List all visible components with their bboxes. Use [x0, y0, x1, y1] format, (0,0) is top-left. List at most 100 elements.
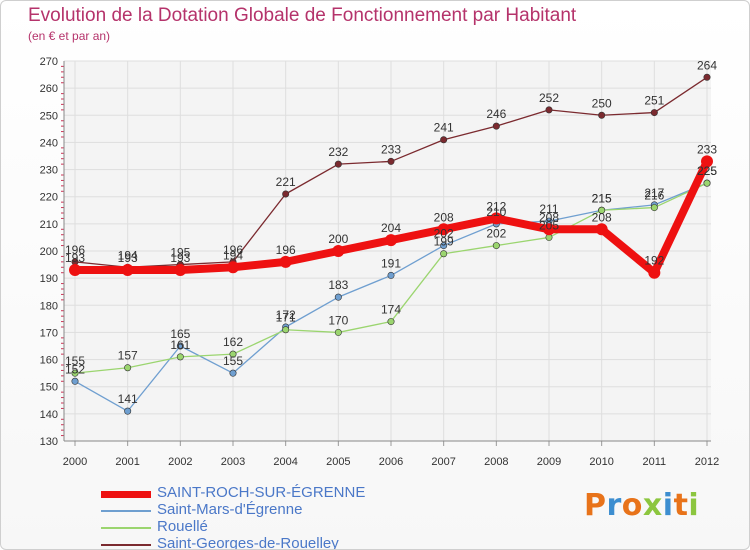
- data-label: 232: [328, 145, 348, 159]
- data-label: 200: [328, 232, 348, 246]
- data-point: [440, 242, 448, 250]
- y-tick-label: 150: [40, 382, 58, 394]
- data-point: [387, 271, 395, 279]
- y-tick-label: 210: [40, 219, 58, 231]
- data-label: 215: [592, 191, 612, 205]
- legend-label: Saint-Mars-d'Égrenne: [157, 501, 303, 518]
- data-point: [174, 264, 187, 276]
- y-tick-label: 250: [40, 110, 58, 122]
- x-tick-label: 2005: [326, 456, 350, 468]
- data-label: 208: [592, 210, 612, 224]
- logo-letter: i: [688, 488, 700, 523]
- data-label: 204: [381, 221, 401, 235]
- data-point: [229, 350, 237, 358]
- y-tick-label: 160: [40, 355, 58, 367]
- data-point: [124, 407, 132, 415]
- data-label: 194: [223, 248, 243, 262]
- logo-letter: P: [584, 488, 607, 523]
- legend-swatch: [101, 544, 151, 546]
- logo-letter: t: [673, 488, 689, 523]
- data-label: 233: [697, 142, 717, 156]
- data-point: [334, 293, 342, 301]
- data-point: [490, 212, 503, 225]
- y-tick-label: 240: [40, 137, 58, 149]
- data-label: 196: [223, 243, 243, 257]
- data-point: [598, 111, 606, 119]
- legend-label: SAINT-ROCH-SUR-ÉGRENNE: [157, 484, 366, 501]
- data-label: 199: [434, 235, 454, 249]
- data-label: 152: [65, 362, 85, 376]
- data-label: 141: [118, 392, 138, 406]
- data-label: 196: [65, 243, 85, 257]
- legend-swatch: [101, 510, 151, 512]
- data-point: [176, 353, 184, 361]
- data-label: 195: [170, 246, 190, 260]
- y-tick-label: 130: [40, 436, 58, 448]
- proxiti-logo: Proxiti: [584, 488, 699, 523]
- data-label: 183: [328, 278, 348, 292]
- data-point: [492, 242, 500, 250]
- logo-letter: x: [642, 488, 663, 523]
- data-point: [440, 250, 448, 258]
- x-tick-label: 2010: [589, 456, 613, 468]
- data-label: 221: [276, 175, 296, 189]
- x-tick-label: 2009: [537, 456, 561, 468]
- legend-label: Rouellé: [157, 518, 208, 535]
- data-point: [545, 106, 553, 114]
- x-tick-label: 2003: [221, 456, 245, 468]
- data-point: [176, 342, 184, 350]
- data-point: [387, 318, 395, 326]
- data-point: [595, 223, 608, 236]
- data-point: [334, 160, 342, 168]
- data-point: [437, 223, 450, 236]
- y-tick-label: 220: [40, 192, 58, 204]
- x-tick-label: 2011: [643, 456, 667, 468]
- data-label: 170: [328, 313, 348, 327]
- data-label: 241: [434, 121, 454, 135]
- data-point: [385, 234, 397, 247]
- x-tick-label: 2004: [273, 456, 297, 468]
- data-label: 172: [276, 308, 296, 322]
- data-label: 208: [434, 210, 454, 224]
- data-label: 246: [486, 107, 506, 121]
- data-label: 155: [65, 354, 85, 368]
- data-point: [703, 73, 711, 81]
- data-label: 194: [118, 248, 138, 262]
- data-point: [387, 157, 395, 165]
- data-point: [650, 204, 658, 212]
- data-point: [282, 190, 290, 198]
- data-point: [282, 326, 290, 334]
- data-label: 196: [276, 243, 296, 257]
- data-point: [543, 223, 555, 236]
- data-point: [71, 377, 79, 385]
- data-label: 211: [539, 202, 558, 216]
- y-tick-label: 230: [40, 165, 58, 177]
- data-label: 155: [223, 354, 243, 368]
- data-label: 193: [118, 251, 138, 265]
- data-point: [279, 255, 292, 268]
- data-label: 251: [644, 94, 664, 108]
- data-label: 174: [381, 303, 401, 317]
- data-label: 157: [118, 349, 138, 363]
- x-tick-label: 2012: [695, 456, 719, 468]
- data-point: [701, 155, 713, 168]
- data-label: 216: [644, 189, 664, 203]
- data-point: [229, 369, 237, 377]
- data-label: 233: [381, 142, 401, 156]
- x-tick-label: 2000: [63, 456, 87, 468]
- data-label: 162: [223, 335, 243, 349]
- data-point: [121, 264, 134, 276]
- data-label: 252: [539, 91, 559, 105]
- data-label: 191: [381, 256, 401, 270]
- x-tick-label: 2008: [484, 456, 508, 468]
- data-label: 165: [170, 327, 190, 341]
- data-point: [69, 264, 81, 276]
- x-tick-label: 2001: [115, 456, 139, 468]
- data-label: 205: [539, 218, 559, 232]
- chart-subtitle: (en € et par an): [28, 29, 111, 43]
- x-tick-label: 2002: [168, 456, 192, 468]
- y-tick-label: 170: [40, 327, 58, 339]
- legend-label: Saint-Georges-de-Rouelley: [157, 535, 339, 550]
- data-label: 210: [486, 205, 506, 219]
